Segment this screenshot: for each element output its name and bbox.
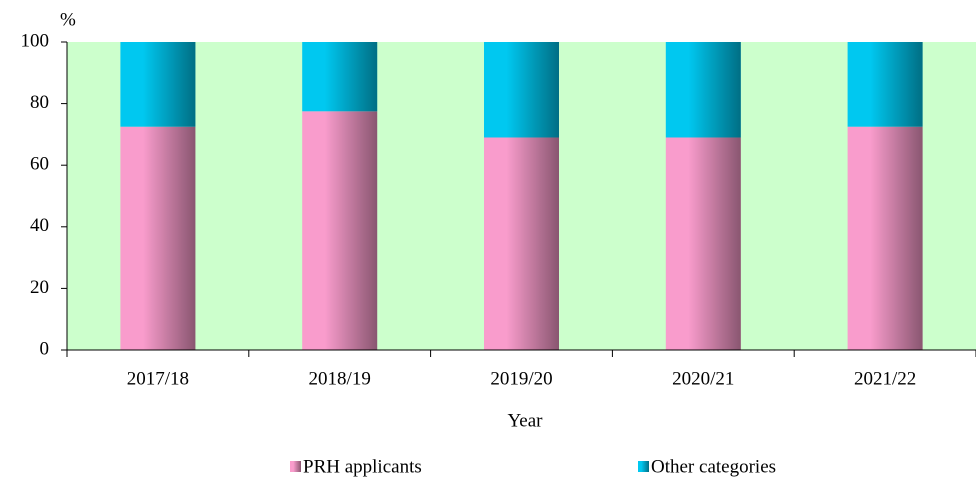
y-tick-label: 20 xyxy=(30,277,49,298)
bar-shade xyxy=(847,126,923,350)
bar-shade xyxy=(302,111,378,350)
x-tick-label: 2018/19 xyxy=(309,368,371,389)
bar-shade xyxy=(484,137,559,350)
x-tick-label: 2019/20 xyxy=(490,368,552,389)
legend-swatch-shade xyxy=(290,461,301,472)
bar-shade xyxy=(120,126,196,350)
legend-label: Other categories xyxy=(651,456,776,477)
x-tick-label: 2020/21 xyxy=(672,368,734,389)
y-tick-label: 80 xyxy=(30,92,49,113)
y-axis-label: % xyxy=(60,9,76,30)
bar-shade xyxy=(665,42,741,138)
y-tick-label: 60 xyxy=(30,154,49,175)
bar-shade xyxy=(120,42,196,127)
x-tick-label: 2021/22 xyxy=(854,368,916,389)
y-tick-label: 0 xyxy=(40,338,50,359)
y-tick-label: 40 xyxy=(30,215,49,236)
bar-shade xyxy=(484,42,559,138)
bar-shade xyxy=(302,42,378,112)
x-axis-label: Year xyxy=(507,410,543,431)
legend-swatch-shade xyxy=(638,461,649,472)
x-tick-label: 2017/18 xyxy=(127,368,189,389)
y-tick-label: 100 xyxy=(21,30,50,51)
bar-shade xyxy=(847,42,923,127)
legend-label: PRH applicants xyxy=(303,456,422,477)
bar-shade xyxy=(665,137,741,350)
